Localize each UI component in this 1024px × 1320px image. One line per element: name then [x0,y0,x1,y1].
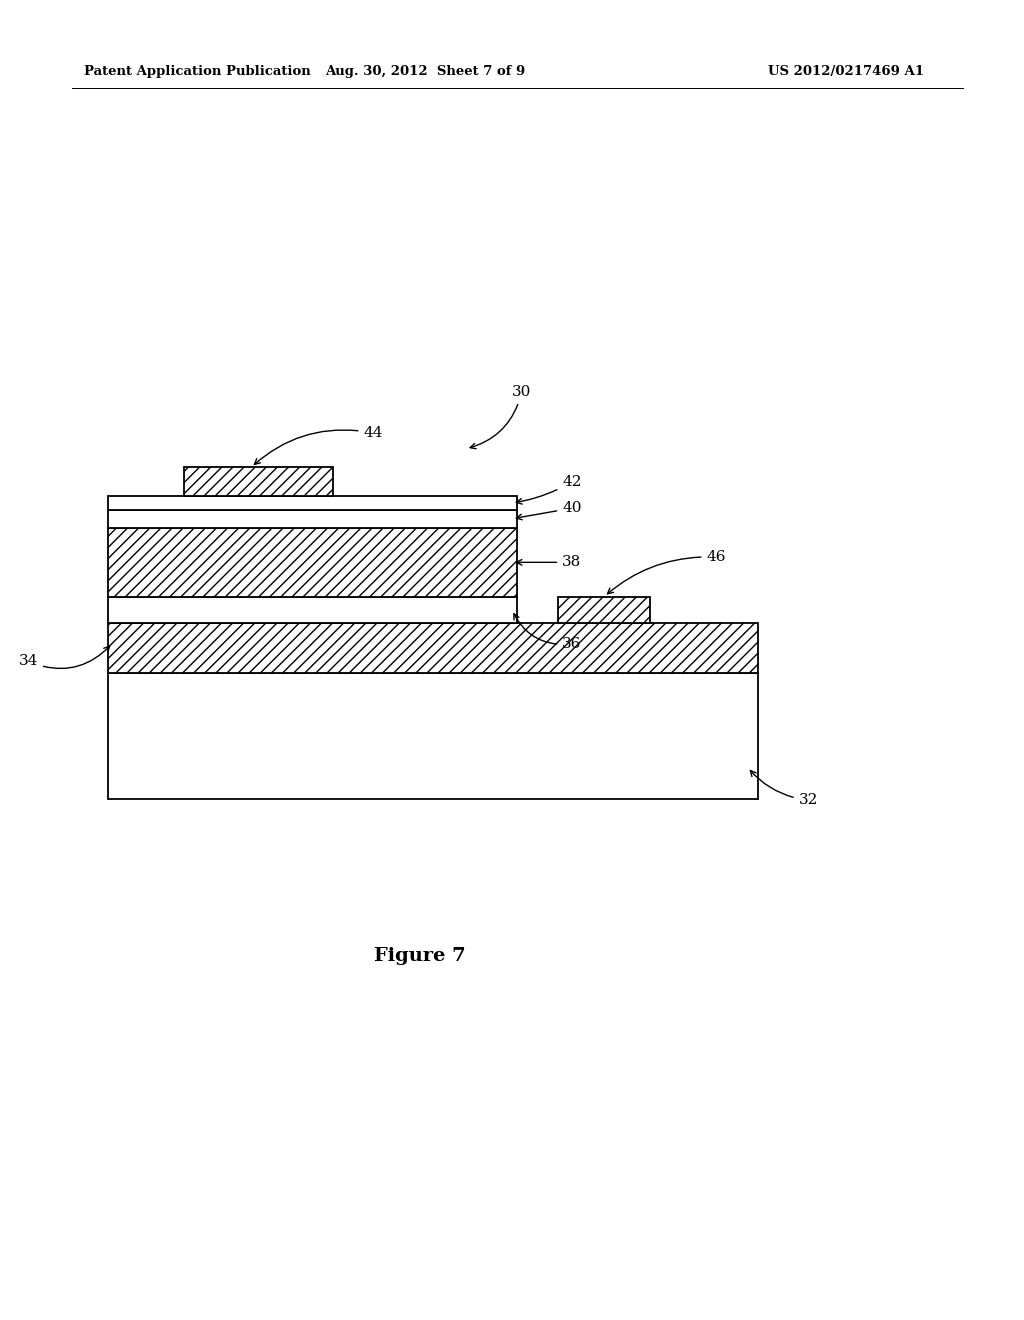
Text: 44: 44 [254,426,383,465]
Bar [108,528,517,597]
Text: Figure 7: Figure 7 [374,946,466,965]
Bar [108,496,517,510]
Bar [184,467,333,496]
Bar [108,597,517,623]
Text: 30: 30 [470,385,531,449]
Text: 42: 42 [516,475,582,504]
Text: Patent Application Publication: Patent Application Publication [84,65,310,78]
Bar [108,510,517,528]
Bar [558,597,650,623]
Text: Aug. 30, 2012  Sheet 7 of 9: Aug. 30, 2012 Sheet 7 of 9 [325,65,525,78]
Text: 34: 34 [18,647,110,668]
Bar [108,623,758,673]
Text: US 2012/0217469 A1: US 2012/0217469 A1 [768,65,924,78]
Text: 46: 46 [607,550,726,594]
Text: 32: 32 [751,771,818,808]
Text: 38: 38 [516,556,582,569]
Text: 36: 36 [514,614,582,651]
Text: 40: 40 [516,502,582,520]
Bar [108,673,758,799]
